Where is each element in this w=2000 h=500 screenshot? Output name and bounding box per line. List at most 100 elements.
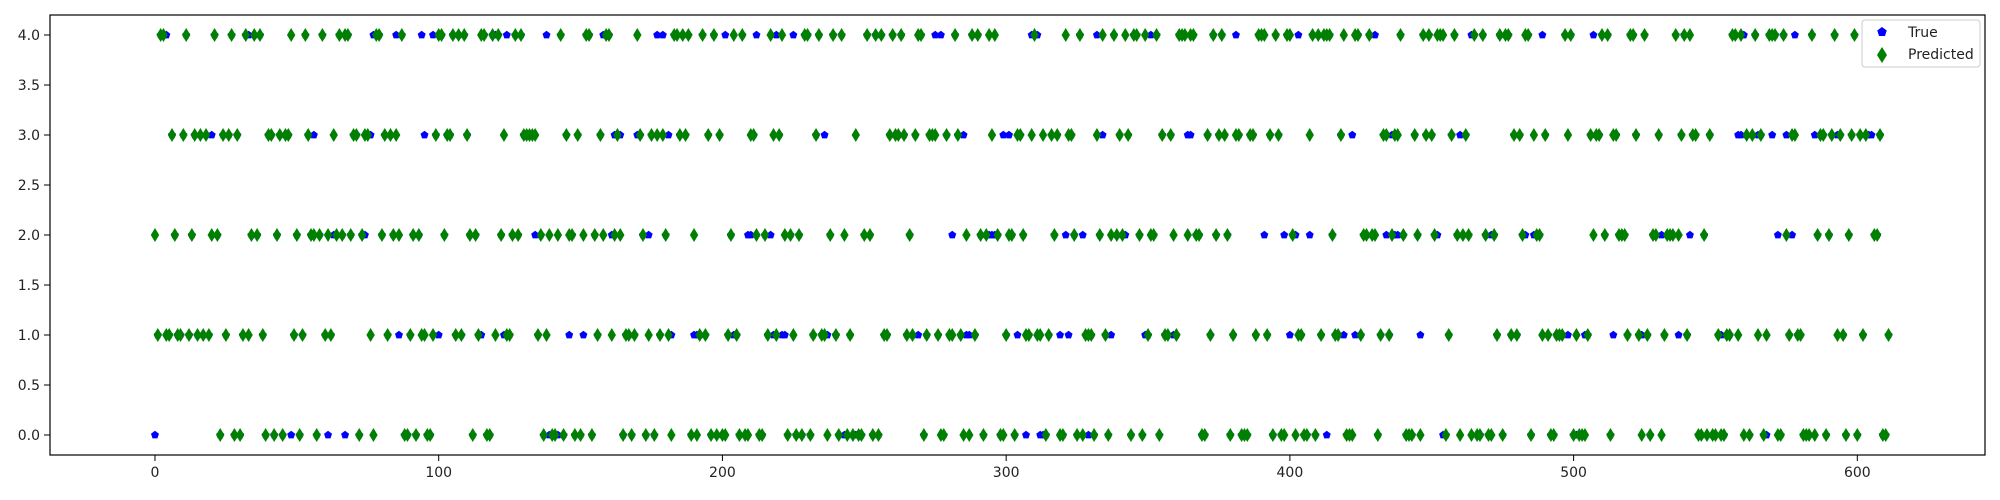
- predicted-point: [752, 228, 761, 242]
- predicted-point: [715, 128, 724, 142]
- true-point: [1305, 230, 1314, 239]
- predicted-point: [865, 228, 875, 242]
- predicted-point: [1123, 128, 1133, 142]
- predicted-point: [1348, 428, 1357, 442]
- predicted-point: [797, 428, 807, 442]
- predicted-point: [1858, 328, 1868, 342]
- predicted-point: [1748, 128, 1757, 142]
- predicted-point: [1875, 128, 1885, 142]
- true-point: [1061, 230, 1070, 239]
- legend-label-true: True: [1907, 25, 1938, 41]
- predicted-point: [774, 128, 784, 142]
- predicted-point: [919, 428, 929, 442]
- predicted-point: [1739, 428, 1749, 442]
- predicted-point: [1569, 428, 1578, 442]
- predicted-point: [692, 428, 702, 442]
- predicted-point: [967, 28, 977, 42]
- predicted-point: [1007, 228, 1017, 242]
- predicted-point: [882, 328, 892, 342]
- predicted-point: [766, 28, 775, 42]
- predicted-point: [1067, 128, 1076, 142]
- true-point: [965, 330, 974, 339]
- predicted-point: [1228, 328, 1238, 342]
- predicted-point: [1112, 228, 1122, 242]
- predicted-point: [471, 228, 480, 242]
- predicted-point: [542, 328, 551, 342]
- predicted-point: [1387, 228, 1397, 242]
- predicted-point: [1623, 328, 1632, 342]
- predicted-point: [383, 328, 392, 342]
- predicted-point: [672, 28, 682, 42]
- predicted-point: [1830, 28, 1839, 42]
- predicted-point: [1810, 428, 1819, 442]
- predicted-point: [1106, 228, 1116, 242]
- predicted-point: [1492, 328, 1502, 342]
- predicted-point: [1714, 328, 1723, 342]
- predicted-point: [536, 228, 546, 242]
- predicted-point: [885, 128, 895, 142]
- predicted-point: [1759, 428, 1768, 442]
- x-axis: 0 100 200 300 400 500 600: [151, 455, 1871, 481]
- true-point: [531, 230, 540, 239]
- predicted-point: [851, 128, 860, 142]
- true-point: [644, 230, 653, 239]
- predicted-point: [1640, 28, 1649, 42]
- predicted-point: [352, 128, 361, 142]
- predicted-point: [309, 228, 319, 242]
- true-point: [1773, 230, 1782, 239]
- true-point: [766, 230, 775, 239]
- true-point: [417, 30, 426, 39]
- predicted-point: [374, 28, 384, 42]
- predicted-point: [618, 428, 628, 442]
- predicted-point: [783, 428, 792, 442]
- predicted-point: [1183, 228, 1192, 242]
- predicted-point: [641, 428, 651, 442]
- predicted-point: [939, 428, 948, 442]
- predicted-point: [380, 128, 389, 142]
- predicted-point: [1572, 328, 1581, 342]
- predicted-point: [1643, 328, 1652, 342]
- true-point: [579, 330, 588, 339]
- predicted-point: [596, 128, 605, 142]
- predicted-point: [1180, 28, 1190, 42]
- predicted-point: [1804, 428, 1814, 442]
- predicted-point: [573, 128, 582, 142]
- predicted-point: [386, 128, 395, 142]
- predicted-point: [238, 328, 248, 342]
- predicted-point: [1481, 228, 1490, 242]
- predicted-point: [301, 28, 310, 42]
- predicted-point: [488, 28, 497, 42]
- predicted-point: [247, 228, 256, 242]
- predicted-point: [1336, 128, 1346, 142]
- predicted-point: [1637, 428, 1646, 442]
- predicted-point: [698, 28, 707, 42]
- predicted-point: [743, 428, 753, 442]
- predicted-point: [508, 228, 517, 242]
- predicted-point: [823, 428, 832, 442]
- predicted-point: [457, 328, 466, 342]
- predicted-point: [1824, 228, 1834, 242]
- predicted-point: [1143, 328, 1153, 342]
- predicted-point: [1790, 128, 1800, 142]
- predicted-point: [857, 428, 866, 442]
- predicted-point: [678, 28, 687, 42]
- predicted-point: [1807, 28, 1817, 42]
- predicted-point: [1586, 128, 1595, 142]
- predicted-point: [278, 428, 287, 442]
- predicted-point: [1697, 428, 1706, 442]
- predicted-point: [1654, 128, 1663, 142]
- true-point: [1004, 130, 1013, 139]
- predicted-point: [1302, 428, 1312, 442]
- y-tick-label: 2.5: [18, 178, 40, 194]
- predicted-point: [599, 228, 608, 242]
- predicted-point: [218, 128, 228, 142]
- predicted-point: [1489, 228, 1499, 242]
- true-point: [542, 30, 551, 39]
- predicted-point: [1078, 428, 1087, 442]
- predicted-point: [777, 28, 787, 42]
- true-point: [1768, 130, 1777, 139]
- predicted-point: [1779, 28, 1788, 42]
- predicted-point: [530, 128, 540, 142]
- predicted-point: [667, 428, 676, 442]
